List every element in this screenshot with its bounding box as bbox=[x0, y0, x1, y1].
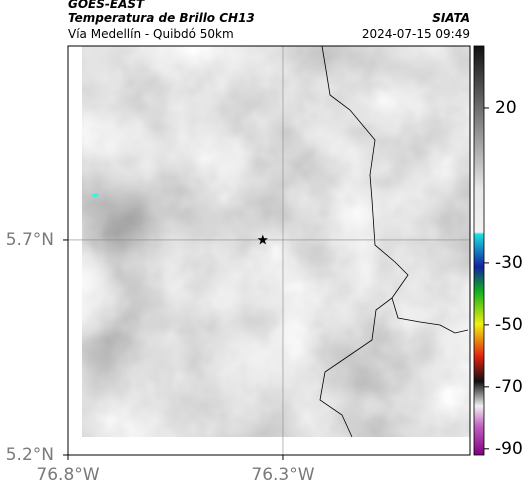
x-tick-label: 76.3°W bbox=[251, 465, 314, 485]
x-tick-label: 76.8°W bbox=[36, 465, 99, 485]
region: Vía Medellín - Quibdó 50km bbox=[68, 27, 234, 41]
datetime: 2024-07-15 09:49 bbox=[362, 27, 470, 41]
satellite-image bbox=[82, 46, 470, 437]
colorbar bbox=[473, 45, 485, 456]
source: SIATA bbox=[432, 11, 470, 25]
y-tick-label: 5.7°N bbox=[6, 230, 54, 250]
colorbar-tick-label: -30 bbox=[495, 253, 523, 273]
map-frame bbox=[67, 45, 471, 456]
location-marker bbox=[257, 234, 268, 245]
y-tick-label: 5.2°N bbox=[6, 445, 54, 465]
borders bbox=[319, 45, 469, 438]
colorbar-tick-label: -50 bbox=[495, 315, 523, 335]
colorbar-tick-label: -70 bbox=[495, 377, 523, 397]
colorbar-tick-label: 20 bbox=[495, 98, 517, 118]
satellite: GOES-EAST bbox=[68, 0, 145, 11]
colorbar-tick-label: -90 bbox=[495, 439, 523, 459]
product: Temperatura de Brillo CH13 bbox=[68, 11, 255, 25]
cold-pixel bbox=[91, 193, 99, 197]
